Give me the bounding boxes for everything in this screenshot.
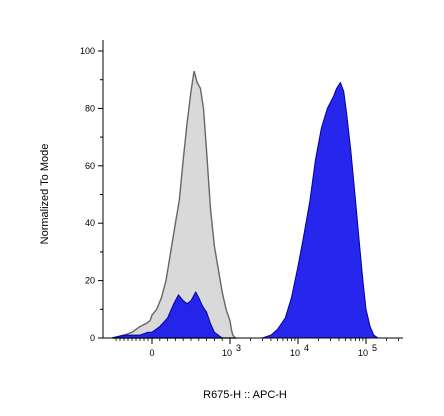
x-tick-label-3: 10: [358, 348, 368, 358]
y-tick-label-60: 60: [85, 161, 95, 171]
y-tick-label-100: 100: [80, 46, 95, 56]
x-tick-exp-2: 4: [304, 343, 309, 353]
series-2-area: [262, 81, 380, 339]
labels-layer: 0 20 40 60 80 100 0 10 3 10 4 10 5: [80, 46, 377, 358]
x-tick-exp-3: 5: [372, 343, 377, 353]
series-0-area: [111, 70, 237, 339]
y-tick-label-40: 40: [85, 218, 95, 228]
y-tick-label-0: 0: [90, 333, 95, 343]
y-axis-title: Normalized To Mode: [39, 144, 51, 245]
series-1-area: [111, 291, 224, 339]
x-tick-label-0: 0: [149, 348, 154, 358]
x-tick-label-1: 10: [222, 348, 232, 358]
x-tick-label-2: 10: [290, 348, 300, 358]
y-tick-label-80: 80: [85, 103, 95, 113]
axes-layer: [98, 40, 403, 344]
y-tick-label-20: 20: [85, 276, 95, 286]
x-tick-exp-1: 3: [236, 343, 241, 353]
series-layer: [111, 70, 380, 339]
x-axis-title: R675-H :: APC-H: [203, 389, 287, 401]
